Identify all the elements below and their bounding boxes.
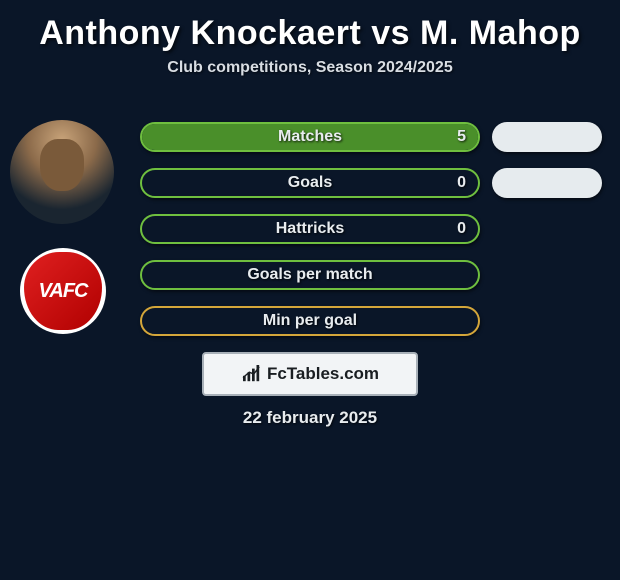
club-avatar: VAFC — [20, 248, 106, 334]
date-text: 22 february 2025 — [0, 408, 620, 428]
stat-label: Matches — [142, 128, 478, 146]
stat-value: 5 — [457, 128, 466, 146]
stat-bar-hattricks: Hattricks 0 — [140, 214, 480, 244]
stat-bar-matches: Matches 5 — [140, 122, 480, 152]
stat-label: Min per goal — [142, 312, 478, 330]
club-shield: VAFC — [24, 252, 102, 330]
subtitle: Club competitions, Season 2024/2025 — [0, 59, 620, 95]
avatar-column: VAFC — [10, 120, 130, 358]
stat-label: Goals — [142, 174, 478, 192]
stat-value: 0 — [457, 220, 466, 238]
stat-label: Goals per match — [142, 266, 478, 284]
stat-bar-goals-per-match: Goals per match — [140, 260, 480, 290]
page-title: Anthony Knockaert vs M. Mahop — [0, 0, 620, 59]
opponent-pills — [492, 122, 602, 260]
brand-box: FcTables.com — [202, 352, 418, 396]
chart-icon — [241, 365, 263, 383]
stat-label: Hattricks — [142, 220, 478, 238]
stat-bar-min-per-goal: Min per goal — [140, 306, 480, 336]
brand-text: FcTables.com — [267, 364, 379, 384]
player-avatar — [10, 120, 114, 224]
stat-bar-goals: Goals 0 — [140, 168, 480, 198]
stat-value: 0 — [457, 174, 466, 192]
opponent-pill-goals — [492, 168, 602, 198]
stat-bars: Matches 5 Goals 0 Hattricks 0 Goals per … — [140, 122, 480, 352]
opponent-pill-matches — [492, 122, 602, 152]
